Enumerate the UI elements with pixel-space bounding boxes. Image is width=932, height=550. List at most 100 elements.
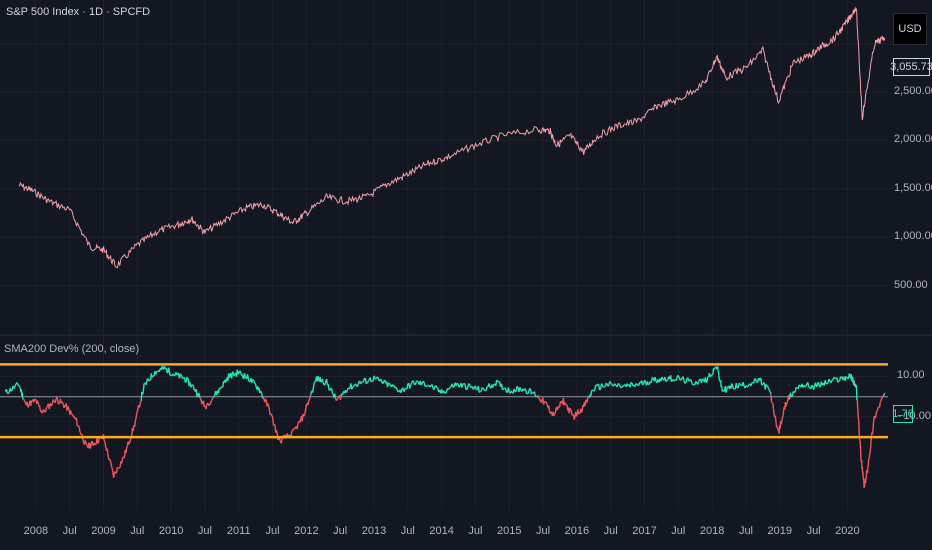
indicator-segment [782,410,785,416]
indicator-segment [322,382,325,385]
indicator-segment [27,403,30,407]
indicator-segment [751,381,754,384]
indicator-segment [205,404,208,410]
x-tick-label: 2020 [835,525,860,537]
indicator-segment [881,395,884,398]
indicator-segment [507,387,510,393]
indicator-segment [540,399,543,403]
indicator-segment [163,365,166,369]
indicator-segment [648,383,650,386]
indicator-segment [5,389,9,394]
indicator-segment [238,370,241,375]
indicator-segment [14,383,17,387]
indicator-segment [388,382,390,385]
x-tick-label: Jul [130,525,145,537]
x-tick-label: Jul [400,525,415,537]
indicator-segment [202,401,205,407]
indicator-segment [545,401,548,404]
indicator-segment [212,396,215,399]
indicator-segment [775,421,778,428]
indicator-segment [125,447,128,454]
indicator-segment [593,389,596,392]
indicator-segment [56,396,59,400]
indicator-segment [182,377,185,379]
indicator-segment [516,385,519,388]
indicator-segment [824,380,827,384]
indicator-segment [569,408,572,412]
indicator-segment [135,412,138,418]
indicator-segment [239,370,242,374]
currency-button[interactable]: USD [893,13,927,45]
indicator-segment [225,378,228,383]
price-line [18,6,886,269]
indicator-segment [554,407,557,414]
indicator-segment [70,412,73,415]
indicator-segment [575,414,578,417]
indicator-segment [735,382,738,388]
indicator-segment [524,388,527,391]
indicator-segment [93,442,96,445]
indicator-segment [431,384,434,389]
indicator-segment [456,382,459,385]
indicator-segment [613,383,617,386]
indicator-segment [254,383,257,387]
indicator-segment [42,408,46,412]
indicator-segment [304,407,307,414]
indicator-segment [772,402,775,409]
indicator-segment [186,376,189,379]
indicator-segment [690,379,693,384]
indicator-segment [218,387,221,390]
last-price-badge: 3,055.73 [890,58,932,76]
indicator-segment [759,377,762,380]
indicator-segment [84,439,87,443]
indicator-segment [770,401,773,404]
indicator-segment [610,382,613,386]
indicator-segment [377,376,380,381]
indicator-segment [848,373,851,379]
x-tick-label: Jul [536,525,551,537]
indicator-segment [303,413,306,417]
indicator-segment [54,398,57,403]
indicator-segment [213,395,216,398]
indicator-segment [677,375,680,379]
indicator-segment [697,381,700,385]
indicator-segment [324,380,327,385]
indicator-segment [468,383,471,386]
indicator-segment [109,459,112,463]
indicator-segment [241,374,244,379]
x-tick-label: 2018 [699,525,725,537]
indicator-segment [252,379,255,382]
indicator-segment [666,379,669,382]
indicator-segment [275,429,278,434]
indicator-segment [573,416,576,420]
indicator-segment [442,390,446,394]
indicator-segment [777,429,780,431]
indicator-segment [128,440,131,443]
x-tick-label: Jul [738,525,753,537]
indicator-segment [345,391,348,394]
indicator-segment [359,382,362,385]
indicator-segment [271,415,274,419]
indicator-segment [412,380,415,383]
indicator-segment [483,389,486,392]
indicator-segment [617,382,620,385]
indicator-segment [767,387,770,390]
indicator-segment [629,382,632,388]
indicator-segment [396,389,399,393]
indicator-segment [208,404,211,407]
indicator-segment [564,403,567,406]
indicator-segment [341,391,345,396]
indicator-segment [60,401,63,404]
indicator-segment [712,368,715,375]
indicator-segment [265,398,267,401]
indicator-segment [141,391,145,395]
indicator-segment [133,420,137,427]
indicator-segment [478,390,481,393]
indicator-segment [772,408,775,414]
indicator-segment [272,418,275,426]
indicator-segment [678,377,681,381]
indicator-segment [353,384,356,387]
indicator-segment [69,410,73,414]
indicator-segment [191,384,194,386]
